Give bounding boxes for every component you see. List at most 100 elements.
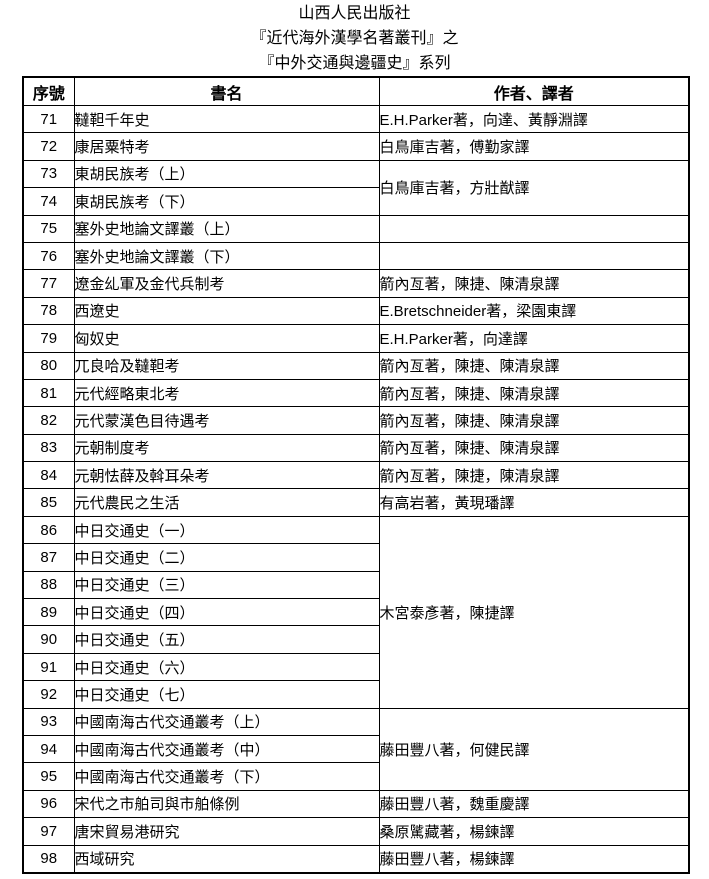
table-row: 98 西域研究 藤田豐八著，楊鍊譯 xyxy=(22,844,690,874)
cell-book-title: 匈奴史 xyxy=(73,324,380,353)
cell-book-title: 兀良哈及韃靼考 xyxy=(73,351,380,380)
cell-serial-number: 88 xyxy=(22,570,75,600)
cell-book-title: 塞外史地論文譯叢（上） xyxy=(73,214,380,243)
cell-book-title: 韃靼千年史 xyxy=(73,104,380,134)
cell-serial-number: 83 xyxy=(22,433,75,463)
cell-book-title: 中國南海古代交通叢考（中） xyxy=(73,734,380,764)
cell-serial-number: 89 xyxy=(22,598,75,627)
cell-serial-number: 92 xyxy=(22,680,75,709)
table-row: 89 中日交通史（四） xyxy=(22,598,689,627)
cell-serial-number: 93 xyxy=(22,707,75,736)
table-row: 80 兀良哈及韃靼考 箭內亙著，陳捷、陳清泉譯 xyxy=(22,351,690,380)
cell-serial-number: 94 xyxy=(22,734,75,764)
cell-serial-number: 77 xyxy=(22,269,75,298)
cell-book-title: 康居粟特考 xyxy=(73,132,380,161)
cell-book-title: 中日交通史（三） xyxy=(73,570,380,600)
cell-book-title: 遼金乣軍及金代兵制考 xyxy=(73,269,380,298)
cell-author-translator: 箭內亙著，陳捷、陳清泉譯 xyxy=(378,433,690,463)
cell-book-title: 中日交通史（六） xyxy=(73,652,380,682)
table-row: 79 匈奴史 E.H.Parker著，向達譯 xyxy=(22,324,690,353)
cell-author-translator: 箭內亙著，陳捷、陳清泉譯 xyxy=(378,351,690,380)
cell-serial-number: 87 xyxy=(22,543,75,572)
table-row: 75 塞外史地論文譯叢（上） xyxy=(22,214,690,243)
cell-author-translator: 桑原騭藏著，楊鍊譯 xyxy=(378,817,690,846)
cell-author-translator: E.Bretschneider著，梁園東譯 xyxy=(378,296,690,326)
table-row: 81 元代經略東北考 箭內亙著，陳捷、陳清泉譯 xyxy=(22,378,690,408)
cell-author-translator: 箭內亙著，陳捷、陳清泉譯 xyxy=(378,406,690,435)
cell-author-translator xyxy=(378,241,690,271)
cell-serial-number: 95 xyxy=(22,762,75,791)
cell-author-translator: 箭內亙著，陳捷，陳清泉譯 xyxy=(378,461,690,490)
cell-book-title: 中日交通史（二） xyxy=(73,543,380,572)
cell-author-translator: E.H.Parker著，向達譯 xyxy=(378,324,690,353)
cell-serial-number: 98 xyxy=(22,844,75,874)
table-row: 87 中日交通史（二） xyxy=(22,543,689,572)
table-row: 88 中日交通史（三） xyxy=(22,570,689,600)
cell-book-title: 宋代之市舶司與市舶條例 xyxy=(73,789,380,819)
header-book-title: 書名 xyxy=(73,76,380,106)
cell-serial-number: 84 xyxy=(22,461,75,490)
table-row: 77 遼金乣軍及金代兵制考 箭內亙著，陳捷、陳清泉譯 xyxy=(22,269,690,298)
cell-serial-number: 82 xyxy=(22,406,75,435)
header-row: 序號 書名 作者、譯者 xyxy=(22,76,690,106)
cell-book-title: 西遼史 xyxy=(73,296,380,326)
cell-serial-number: 71 xyxy=(22,104,75,134)
header-serial-number: 序號 xyxy=(22,76,75,106)
table-row: 76 塞外史地論文譯叢（下） xyxy=(22,241,690,271)
cell-book-title: 唐宋貿易港研究 xyxy=(73,817,380,846)
cell-book-title: 元代農民之生活 xyxy=(73,488,380,517)
subseries-title: 『中外交通與邊疆史』系列 xyxy=(258,55,451,72)
table-row: 91 中日交通史（六） xyxy=(22,652,689,682)
cell-serial-number: 72 xyxy=(22,132,75,161)
table-row: 94 中國南海古代交通叢考（中） xyxy=(22,734,689,764)
cell-serial-number: 80 xyxy=(22,351,75,380)
book-list-table: 序號 書名 作者、譯者 71 韃靼千年史 E.H.Parker著，向達、黃靜淵譯 72… xyxy=(22,76,690,874)
cell-author-translator: 有高岩著，黃現璠譯 xyxy=(378,488,690,517)
table-row: 92 中日交通史（七） xyxy=(22,680,689,709)
cell-book-title: 元朝怯薛及斡耳朵考 xyxy=(73,461,380,490)
cell-book-title: 元代蒙漢色目待遇考 xyxy=(73,406,380,435)
cell-serial-number: 73 xyxy=(22,159,75,189)
series-title: 『近代海外漢學名著叢刊』之 xyxy=(250,30,459,47)
cell-book-title: 中國南海古代交通叢考（上） xyxy=(73,707,380,736)
cell-author-translator: E.H.Parker著，向達、黃靜淵譯 xyxy=(378,104,690,134)
cell-serial-number: 78 xyxy=(22,296,75,326)
cell-author-translator: 木宮泰彥著，陳捷譯 xyxy=(378,515,690,709)
cell-serial-number: 97 xyxy=(22,817,75,846)
cell-book-title: 東胡民族考（下） xyxy=(73,187,380,216)
cell-book-title: 東胡民族考（上） xyxy=(73,159,380,189)
table-row: 84 元朝怯薛及斡耳朵考 箭內亙著，陳捷，陳清泉譯 xyxy=(22,461,690,490)
cell-serial-number: 74 xyxy=(22,187,75,216)
cell-author-translator: 白鳥庫吉著，方壯猷譯 xyxy=(378,159,690,216)
cell-book-title: 元代經略東北考 xyxy=(73,378,380,408)
cell-book-title: 中國南海古代交通叢考（下） xyxy=(73,762,380,791)
cell-book-title: 中日交通史（七） xyxy=(73,680,380,709)
table-row: 93 中國南海古代交通叢考（上） 藤田豐八著，何健民譯 xyxy=(22,707,690,791)
cell-author-translator: 白鳥庫吉著，傅勤家譯 xyxy=(378,132,690,161)
cell-book-title: 中日交通史（五） xyxy=(73,625,380,654)
cell-book-title: 塞外史地論文譯叢（下） xyxy=(73,241,380,271)
cell-serial-number: 91 xyxy=(22,652,75,682)
cell-author-translator: 箭內亙著，陳捷、陳清泉譯 xyxy=(378,269,690,298)
cell-serial-number: 86 xyxy=(22,515,75,545)
table-row: 97 唐宋貿易港研究 桑原騭藏著，楊鍊譯 xyxy=(22,817,690,846)
cell-book-title: 中日交通史（一） xyxy=(73,515,380,545)
table-row: 71 韃靼千年史 E.H.Parker著，向達、黃靜淵譯 xyxy=(22,104,690,134)
cell-book-title: 中日交通史（四） xyxy=(73,598,380,627)
cell-serial-number: 85 xyxy=(22,488,75,517)
table-row: 86 中日交通史（一） 木宮泰彥著，陳捷譯 xyxy=(22,515,690,709)
table-row: 96 宋代之市舶司與市舶條例 藤田豐八著，魏重慶譯 xyxy=(22,789,690,819)
cell-book-title: 元朝制度考 xyxy=(73,433,380,463)
table-row: 85 元代農民之生活 有高岩著，黃現璠譯 xyxy=(22,488,690,517)
cell-author-translator: 藤田豐八著，何健民譯 xyxy=(378,707,690,791)
publisher-title: 山西人民出版社 xyxy=(298,5,411,22)
cell-author-translator: 箭內亙著，陳捷、陳清泉譯 xyxy=(378,378,690,408)
cell-serial-number: 76 xyxy=(22,241,75,271)
cell-serial-number: 81 xyxy=(22,378,75,408)
title-block: 山西人民出版社 『近代海外漢學名著叢刊』之 『中外交通與邊疆史』系列 xyxy=(0,0,709,76)
table-row: 72 康居粟特考 白鳥庫吉著，傅勤家譯 xyxy=(22,132,690,161)
book-table-body: 71 韃靼千年史 E.H.Parker著，向達、黃靜淵譯 72 康居粟特考 白鳥庫吉著，傅… xyxy=(22,104,690,874)
cell-serial-number: 79 xyxy=(22,324,75,353)
table-header: 序號 書名 作者、譯者 xyxy=(22,76,690,106)
